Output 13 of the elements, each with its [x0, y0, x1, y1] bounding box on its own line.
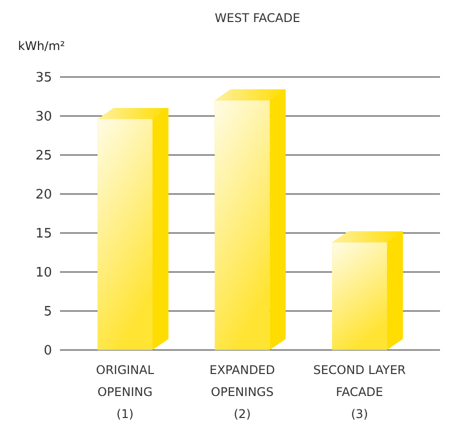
y-tick-label: 25: [35, 148, 52, 164]
y-tick-label: 15: [35, 226, 52, 242]
y-tick-label: 5: [44, 304, 52, 320]
y-tick-label: 0: [44, 344, 52, 359]
y-tick-label: 10: [35, 266, 52, 281]
chart-title: WEST FACADE: [214, 11, 300, 25]
x-tick-label: SECOND LAYER FACADE (3): [313, 363, 406, 421]
x-tick-label: EXPANDED OPENINGS (2): [209, 363, 276, 421]
x-tick-label: ORIGINAL OPENING (1): [96, 363, 154, 421]
y-tick-label: 20: [35, 188, 52, 203]
y-tick-label: 30: [35, 110, 52, 125]
y-tick-label: 35: [35, 70, 52, 86]
y-axis-title: kWh/m²: [18, 39, 66, 53]
